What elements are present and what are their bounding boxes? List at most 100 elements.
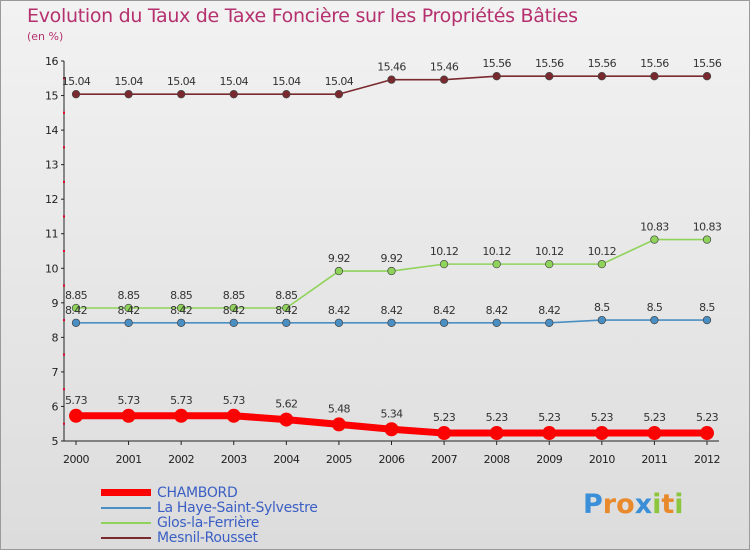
- legend: CHAMBORD La Haye-Saint-Sylvestre Glos-la-F…: [101, 484, 318, 546]
- legend-label: CHAMBORD: [157, 484, 238, 501]
- data-point: [334, 90, 344, 99]
- data-label: 5.73: [65, 394, 88, 407]
- y-minor-tick: [63, 284, 65, 287]
- y-tick-label: 15: [45, 90, 58, 103]
- x-tick-label: 2008: [484, 453, 510, 466]
- y-tick-label: 13: [45, 159, 58, 172]
- data-label: 15.56: [693, 57, 722, 70]
- data-label: 5.73: [223, 394, 246, 407]
- data-point: [650, 235, 659, 244]
- data-label: 8.42: [223, 304, 245, 317]
- data-point: [437, 426, 452, 441]
- data-label: 8.42: [170, 304, 192, 317]
- x-tick-label: 2011: [641, 453, 667, 466]
- data-label: 15.46: [377, 61, 406, 74]
- data-point: [282, 90, 291, 99]
- data-point: [597, 72, 606, 81]
- data-point: [124, 318, 133, 328]
- data-point: [124, 303, 133, 313]
- data-label: 15.46: [430, 61, 459, 74]
- data-point: [282, 318, 291, 328]
- x-tick-label: 2012: [694, 453, 720, 466]
- y-tick-label: 10: [45, 262, 58, 275]
- data-point: [331, 417, 346, 432]
- data-label: 8.42: [328, 304, 350, 317]
- data-point: [702, 72, 712, 81]
- y-tick-label: 5: [52, 435, 59, 448]
- data-point: [650, 315, 659, 325]
- data-label: 8.85: [118, 289, 141, 302]
- x-tick-label: 2010: [589, 453, 615, 466]
- data-point: [647, 426, 662, 441]
- legend-swatch: [101, 489, 151, 496]
- y-minor-tick: [63, 422, 65, 425]
- data-point: [71, 318, 81, 328]
- data-label: 15.04: [62, 75, 91, 88]
- data-label: 15.56: [640, 57, 669, 70]
- data-point: [439, 318, 449, 328]
- data-label: 15.04: [220, 75, 249, 88]
- data-label: 8.42: [538, 304, 560, 317]
- data-point: [650, 72, 659, 81]
- data-label: 10.83: [640, 221, 669, 234]
- data-point: [545, 72, 554, 81]
- data-label: 5.23: [591, 411, 614, 424]
- y-minor-tick: [63, 111, 65, 114]
- data-label: 5.62: [275, 398, 297, 411]
- logo-letter: o: [616, 489, 635, 520]
- logo-letter: t: [661, 489, 675, 520]
- data-point: [177, 318, 186, 328]
- logo-letter: P: [583, 489, 603, 520]
- data-point: [334, 266, 344, 276]
- data-point: [597, 315, 606, 325]
- data-point: [384, 422, 399, 437]
- x-tick-label: 2004: [273, 453, 299, 466]
- data-label: 8.42: [380, 304, 402, 317]
- y-minor-tick: [63, 250, 65, 252]
- data-point: [229, 90, 238, 99]
- x-tick-label: 2009: [536, 453, 562, 466]
- legend-label: Glos-la-Ferrière: [157, 514, 260, 531]
- logo-letter: x: [634, 489, 653, 520]
- data-point: [702, 315, 712, 325]
- y-minor-tick: [63, 319, 65, 322]
- data-label: 10.12: [482, 245, 511, 258]
- data-point: [489, 426, 504, 441]
- data-point: [702, 235, 712, 244]
- data-label: 8.42: [275, 304, 297, 317]
- y-tick-label: 7: [52, 366, 59, 379]
- y-minor-tick: [63, 353, 65, 356]
- data-label: 8.85: [65, 289, 88, 302]
- x-tick-label: 2005: [326, 453, 352, 466]
- data-point: [229, 318, 238, 328]
- y-tick-label: 14: [45, 124, 58, 137]
- x-tick-label: 2002: [168, 453, 194, 466]
- proxiti-logo: Proxiti: [583, 489, 684, 520]
- data-point: [387, 266, 396, 276]
- data-point: [177, 90, 186, 99]
- data-label: 9.92: [380, 252, 402, 265]
- legend-item: Mesnil-Rousset: [101, 529, 318, 546]
- data-label: 8.85: [170, 289, 193, 302]
- data-label: 15.56: [482, 57, 511, 70]
- legend-swatch: [101, 506, 151, 509]
- legend-swatch: [101, 521, 151, 524]
- x-tick-label: 2000: [63, 453, 89, 466]
- logo-letter: i: [652, 489, 662, 520]
- data-point: [387, 75, 396, 84]
- x-tick-label: 2006: [379, 453, 405, 466]
- data-point: [387, 318, 396, 328]
- data-label: 8.5: [647, 301, 663, 314]
- data-point: [124, 90, 133, 99]
- data-label: 10.12: [430, 245, 459, 258]
- y-minor-tick: [63, 215, 65, 218]
- data-label: 5.48: [328, 402, 351, 415]
- y-axis-unit-label: (en %): [27, 30, 64, 43]
- legend-label: Mesnil-Rousset: [157, 529, 258, 546]
- x-tick-label: 2007: [431, 453, 457, 466]
- data-point: [71, 90, 81, 99]
- data-point: [545, 259, 554, 269]
- data-point: [174, 408, 189, 423]
- data-label: 5.34: [380, 407, 403, 420]
- logo-letter: r: [602, 489, 617, 520]
